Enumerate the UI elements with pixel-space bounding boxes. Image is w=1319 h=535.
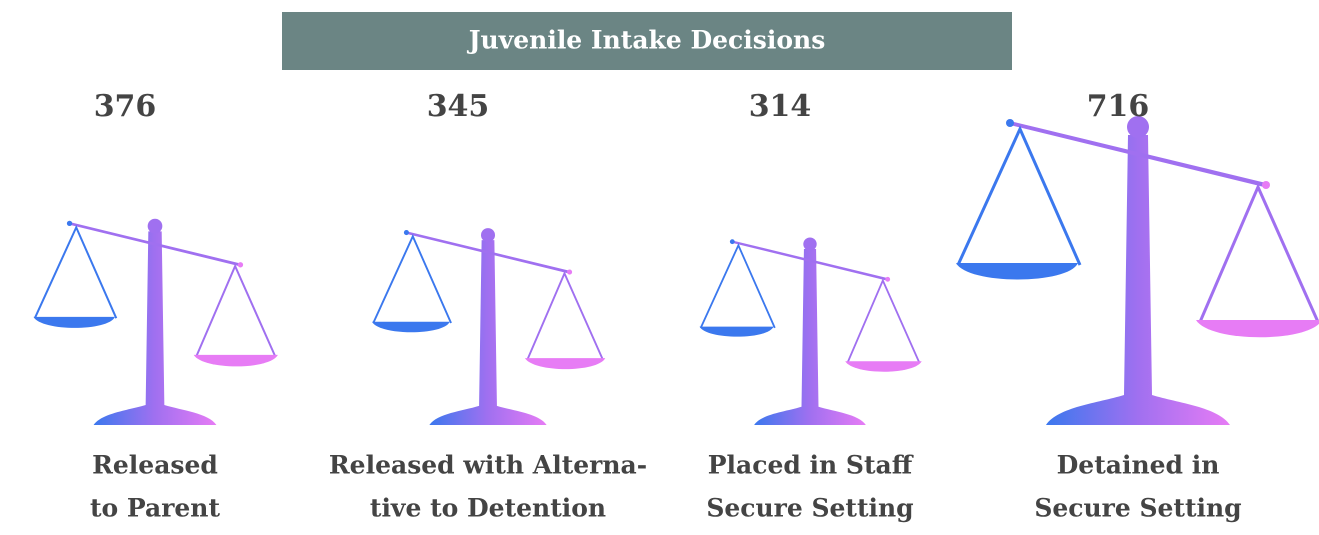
chart-title: Juvenile Intake Decisions bbox=[467, 26, 826, 55]
pan-string bbox=[1200, 187, 1318, 322]
scale-knob bbox=[148, 219, 163, 234]
category-label: Secure Setting bbox=[706, 494, 913, 523]
scale-knob bbox=[803, 237, 816, 250]
beam-end bbox=[885, 277, 890, 282]
data-label: 376 bbox=[94, 89, 157, 124]
pan bbox=[33, 317, 114, 328]
scale-icon bbox=[700, 237, 922, 425]
category-label: Released bbox=[92, 451, 218, 480]
scale-icon bbox=[956, 116, 1319, 425]
page: {"chart_data": {"type": "pictograph", "t… bbox=[0, 0, 1319, 535]
pan-string bbox=[528, 273, 603, 359]
beam-end bbox=[67, 221, 72, 226]
pan-string bbox=[848, 281, 920, 363]
beam-end bbox=[238, 262, 243, 267]
category-label: Secure Setting bbox=[1034, 494, 1241, 523]
beam-end bbox=[1262, 181, 1270, 189]
beam-end bbox=[1006, 119, 1014, 127]
category-label: Placed in Staff bbox=[708, 451, 914, 480]
beam-end bbox=[404, 230, 409, 235]
beam-end bbox=[730, 239, 735, 244]
scale-base bbox=[754, 249, 866, 425]
pan bbox=[525, 358, 605, 369]
scale-base bbox=[94, 231, 217, 425]
category-label: Detained in bbox=[1057, 451, 1220, 480]
scale-base bbox=[429, 240, 546, 425]
pan-string bbox=[958, 129, 1080, 265]
data-label: 314 bbox=[749, 89, 812, 124]
pan-string bbox=[35, 227, 116, 318]
pan bbox=[845, 361, 921, 371]
category-label: tive to Detention bbox=[370, 494, 606, 523]
pan-string bbox=[373, 236, 451, 323]
pan bbox=[1196, 320, 1319, 337]
scale-icon bbox=[33, 219, 277, 425]
data-label: 345 bbox=[427, 89, 490, 124]
beam-end bbox=[567, 270, 572, 275]
data-label: 716 bbox=[1087, 89, 1150, 124]
chart: Juvenile Intake Decisions 376 Released to … bbox=[0, 0, 1319, 535]
pan bbox=[372, 322, 450, 333]
pan bbox=[194, 355, 278, 367]
category-label: to Parent bbox=[90, 494, 221, 523]
scale-knob bbox=[481, 228, 495, 242]
pan-string bbox=[701, 245, 775, 328]
scale-base bbox=[1046, 135, 1230, 425]
category-label: Released with Alterna- bbox=[329, 451, 647, 480]
pan-string bbox=[196, 266, 275, 356]
pan bbox=[956, 263, 1078, 280]
pan bbox=[700, 327, 774, 337]
scale-icon bbox=[372, 228, 605, 425]
